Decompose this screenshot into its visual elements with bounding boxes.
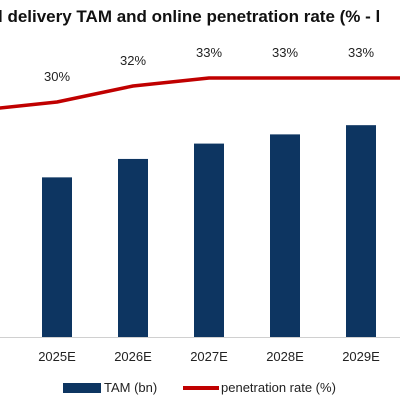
x-tick-label-2029E: 2029E <box>342 349 380 364</box>
x-tick-label-2025E: 2025E <box>38 349 76 364</box>
bar-2027E <box>194 143 224 337</box>
data-label-2026E: 32% <box>120 53 146 68</box>
legend-label-tam: TAM (bn) <box>104 380 157 395</box>
data-label-2025E: 30% <box>44 69 70 84</box>
data-label-2027E: 33% <box>196 45 222 60</box>
data-label-2029E: 33% <box>348 45 374 60</box>
legend-label-penetration: penetration rate (%) <box>221 380 336 395</box>
x-tick-label-2027E: 2027E <box>190 349 228 364</box>
x-tick-label-2026E: 2026E <box>114 349 152 364</box>
plot-area: 30%32%33%33%33%2024E2025E2026E2027E2028E… <box>0 45 400 364</box>
bar-2028E <box>270 134 300 337</box>
data-label-2028E: 33% <box>272 45 298 60</box>
legend-swatch-tam <box>63 383 101 393</box>
bar-2025E <box>42 177 72 337</box>
penetration-line <box>0 76 400 110</box>
bar-2029E <box>346 125 376 337</box>
legend: TAM (bn) penetration rate (%) <box>63 380 336 395</box>
chart-title: l delivery TAM and online penetration ra… <box>0 7 380 26</box>
x-tick-label-2028E: 2028E <box>266 349 304 364</box>
bar-2026E <box>118 158 148 337</box>
